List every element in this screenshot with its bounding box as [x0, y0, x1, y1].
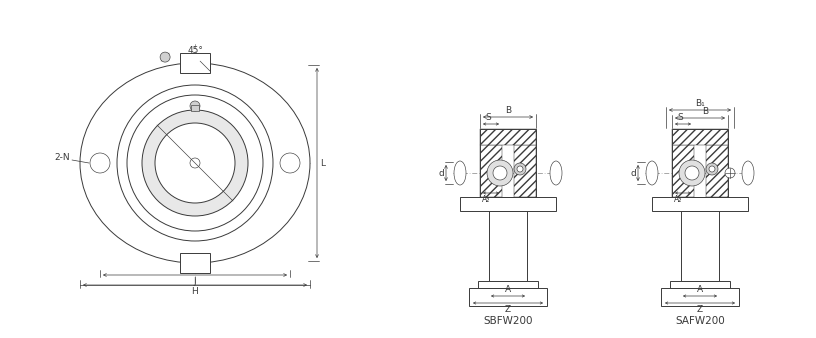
- Text: H: H: [192, 287, 198, 296]
- Circle shape: [280, 153, 300, 173]
- Ellipse shape: [454, 161, 466, 185]
- Text: A: A: [505, 285, 511, 294]
- Circle shape: [487, 160, 513, 186]
- Circle shape: [190, 101, 200, 111]
- Text: B: B: [702, 107, 708, 116]
- Bar: [652, 197, 748, 211]
- Circle shape: [160, 52, 170, 62]
- Circle shape: [155, 123, 235, 203]
- Bar: [706, 145, 728, 197]
- Text: A: A: [697, 285, 703, 294]
- Circle shape: [190, 158, 200, 168]
- Text: B: B: [505, 106, 511, 115]
- Bar: [661, 288, 739, 306]
- Circle shape: [517, 166, 523, 172]
- Circle shape: [679, 160, 705, 186]
- Text: B₁: B₁: [695, 99, 705, 108]
- Circle shape: [142, 110, 248, 216]
- Text: A₂: A₂: [482, 195, 490, 204]
- Text: A₂: A₂: [674, 195, 682, 204]
- Text: 45°: 45°: [188, 46, 204, 55]
- Circle shape: [493, 166, 507, 180]
- Bar: [180, 253, 210, 273]
- Circle shape: [725, 168, 735, 178]
- Circle shape: [514, 163, 526, 175]
- Text: Z: Z: [505, 305, 511, 314]
- Bar: [191, 105, 199, 111]
- Bar: [681, 211, 719, 281]
- Bar: [672, 129, 728, 145]
- Circle shape: [685, 166, 699, 180]
- Bar: [670, 281, 730, 288]
- Text: SAFW200: SAFW200: [675, 316, 725, 326]
- Text: SBFW200: SBFW200: [483, 316, 533, 326]
- Text: S: S: [677, 113, 683, 122]
- Bar: [672, 129, 728, 197]
- Ellipse shape: [550, 161, 562, 185]
- Text: L: L: [320, 159, 325, 168]
- Text: Z: Z: [697, 305, 703, 314]
- Text: d: d: [630, 169, 636, 177]
- Bar: [460, 197, 556, 211]
- Bar: [480, 145, 502, 197]
- Text: J: J: [193, 277, 197, 286]
- Circle shape: [706, 163, 718, 175]
- Bar: [180, 53, 210, 73]
- Bar: [478, 281, 538, 288]
- Circle shape: [709, 166, 715, 172]
- Bar: [469, 288, 547, 306]
- Ellipse shape: [742, 161, 754, 185]
- Bar: [514, 145, 536, 197]
- Ellipse shape: [646, 161, 658, 185]
- Bar: [672, 145, 694, 197]
- Text: d: d: [438, 169, 444, 177]
- Bar: [480, 129, 536, 145]
- Circle shape: [90, 153, 110, 173]
- Bar: [489, 211, 527, 281]
- Text: 2-N: 2-N: [55, 153, 70, 163]
- Circle shape: [127, 95, 263, 231]
- Ellipse shape: [80, 63, 310, 263]
- Bar: [480, 129, 536, 197]
- Text: S: S: [486, 113, 491, 122]
- Circle shape: [117, 85, 273, 241]
